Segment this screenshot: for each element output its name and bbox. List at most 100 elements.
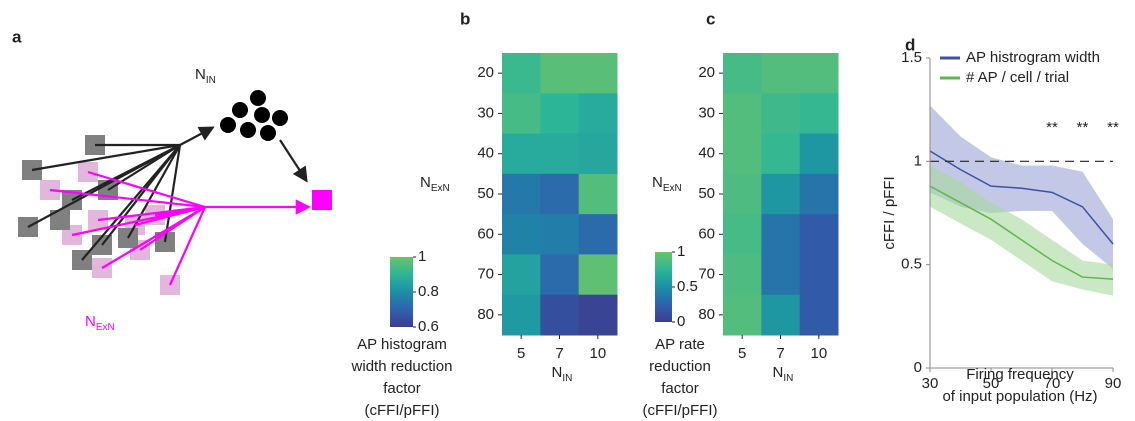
y-tick-label: 0	[914, 359, 922, 376]
significance: **	[1046, 119, 1058, 136]
heatmap-cell	[502, 53, 541, 94]
y-tick-label: 1.5	[901, 49, 922, 66]
colorbar-label: width reduction	[351, 358, 453, 375]
y-tick-label: 40	[698, 145, 715, 162]
colorbar-label: reduction	[649, 358, 711, 375]
inhibitory-label-main: N	[195, 66, 206, 83]
y-axis-label: NExN	[652, 174, 682, 194]
y-axis-label: cFFI / pFFI	[881, 176, 898, 249]
y-tick-label: 1	[914, 152, 922, 169]
x-axis-label-sub: IN	[562, 373, 572, 384]
heatmap-cell	[502, 93, 541, 135]
colorbar-label: factor	[383, 380, 421, 397]
x-tick-label: 5	[738, 345, 746, 362]
x-tick-label: 7	[776, 345, 784, 362]
colorbar-tick-label: 0.8	[418, 283, 439, 300]
heatmap-cell	[799, 93, 839, 135]
panel-label: a	[12, 27, 22, 46]
confidence-band	[930, 105, 1113, 269]
x-tick-label: 50	[983, 375, 1000, 392]
heatmap-cell	[799, 254, 839, 296]
heatmap-cell	[540, 254, 580, 296]
legend-label: # AP / cell / trial	[966, 69, 1069, 86]
heatmap-cell	[540, 53, 580, 94]
heatmap-cell	[578, 214, 618, 255]
significance: **	[1077, 119, 1089, 136]
heatmap-cell	[723, 93, 762, 135]
line	[929, 185, 1114, 280]
heatmap-cell	[761, 93, 801, 135]
heatmap-cell	[799, 214, 839, 255]
y-tick-label: 20	[477, 64, 494, 81]
heatmap-cell	[578, 254, 618, 296]
colorbar-tick-label: 0.6	[418, 318, 439, 335]
x-tick-label: 90	[1105, 375, 1122, 392]
x-tick-label: 5	[517, 345, 525, 362]
y-tick-label: 70	[698, 266, 715, 283]
heatmap-cell	[723, 214, 762, 255]
colorbar-label: AP rate	[655, 336, 705, 353]
colorbar-label: (cFFI/pFFI)	[643, 402, 718, 419]
x-axis-label-main: N	[552, 364, 563, 381]
inhibitory-cells	[220, 90, 288, 141]
colorbar-label: factor	[661, 380, 699, 397]
heatmap-cell	[761, 214, 801, 255]
panel-label: c	[706, 9, 715, 28]
colorbar	[390, 257, 413, 327]
excitatory-gray	[18, 135, 175, 270]
heatmap-cell	[799, 53, 839, 94]
y-tick-label: 50	[698, 185, 715, 202]
x-tick-label: 10	[589, 345, 606, 362]
x-axis-label-sub: IN	[783, 373, 793, 384]
y-tick-label: 0.5	[901, 256, 922, 273]
y-tick-label: 20	[698, 64, 715, 81]
heatmap-cell	[799, 133, 839, 175]
target-cell	[312, 190, 332, 210]
colorbar-label: AP histogram	[357, 336, 447, 353]
heatmap-cell	[502, 133, 541, 175]
y-axis-label: NExN	[420, 174, 450, 194]
heatmap-cell	[723, 53, 762, 94]
y-tick-label: 40	[477, 145, 494, 162]
y-tick-label: 30	[698, 104, 715, 121]
heatmap-cell	[578, 53, 618, 94]
colorbar-label: (cFFI/pFFI)	[365, 402, 440, 419]
diagram	[18, 90, 332, 295]
inhibitory-label-sub: IN	[206, 75, 216, 86]
heatmap-cell	[578, 133, 618, 175]
panel-label: d	[905, 35, 915, 54]
x-axis-label: of input population (Hz)	[942, 388, 1097, 405]
y-axis-label-sub: ExN	[663, 183, 682, 194]
colorbar-tick-label: 1	[418, 248, 426, 265]
heatmap-cell	[761, 254, 801, 296]
heatmap-cell	[540, 173, 580, 215]
heatmap-cell	[540, 214, 580, 255]
line	[929, 150, 1114, 245]
excitatory-label: NExN	[85, 313, 115, 333]
y-tick-label: 60	[477, 225, 494, 242]
heatmap-cell	[578, 173, 618, 215]
x-tick-label: 7	[555, 345, 563, 362]
y-tick-label: 60	[698, 225, 715, 242]
heatmap-cell	[761, 133, 801, 175]
heatmap-cell	[799, 294, 839, 336]
y-axis-label-main: N	[652, 174, 663, 191]
heatmap-cell	[578, 294, 618, 336]
x-tick-label: 30	[922, 375, 939, 392]
x-axis-label-main: N	[773, 364, 784, 381]
heatmap-cell	[502, 173, 541, 215]
y-tick-label: 80	[477, 306, 494, 323]
x-tick-label: 70	[1044, 375, 1061, 392]
heatmap-cell	[723, 294, 762, 336]
colorbar-tick-label: 0.5	[677, 278, 698, 295]
heatmap-cell	[540, 133, 580, 175]
x-axis-label: NIN	[552, 364, 573, 384]
heatmap-cell	[578, 93, 618, 135]
x-axis-label: Firing frequency	[966, 366, 1074, 383]
excitatory-label-sub: ExN	[96, 322, 115, 333]
panel-label: b	[460, 9, 470, 28]
heatmap-cell	[502, 294, 541, 336]
heatmap-cell	[502, 214, 541, 255]
inhibitory-label: NIN	[195, 66, 216, 86]
